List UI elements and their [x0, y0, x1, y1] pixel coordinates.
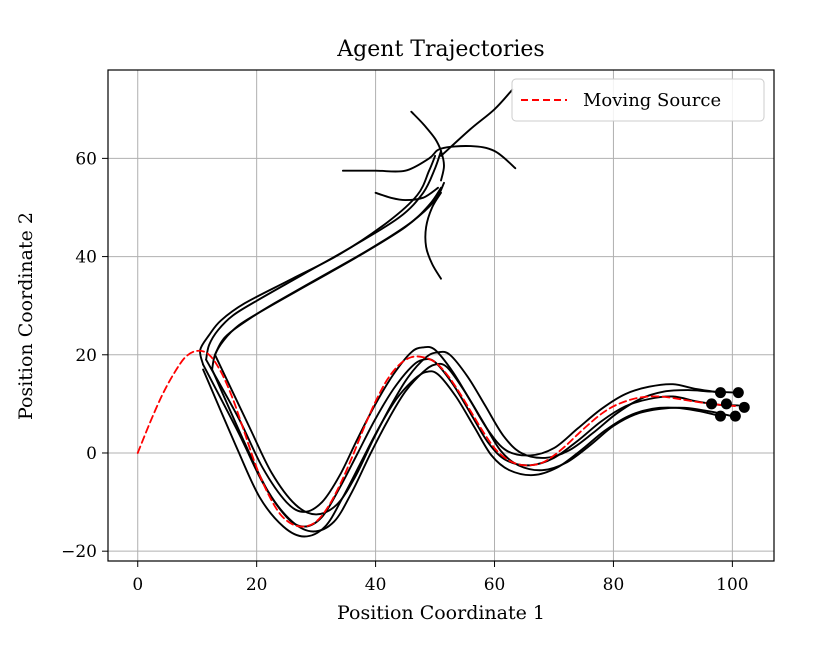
y-tick-label: 40 [75, 248, 97, 268]
agent-endpoint-marker [714, 410, 726, 422]
y-tick-label: 20 [75, 346, 97, 366]
agent-endpoint-marker [706, 398, 718, 410]
agent-endpoint-marker [732, 387, 744, 399]
y-axis-label: Position Coordinate 2 [15, 212, 37, 420]
y-tick-label: 60 [75, 149, 97, 169]
legend-label-moving-source: Moving Source [583, 90, 721, 111]
y-tick-label: 0 [86, 444, 97, 464]
x-tick-label: 0 [132, 575, 143, 595]
legend: Moving Source [511, 78, 765, 122]
agent-endpoint-marker [720, 398, 732, 410]
agent-endpoint-marker [714, 387, 726, 399]
agent-trajectory-line [214, 181, 445, 356]
agent-trajectory-line [410, 110, 445, 182]
agent-endpoint-marker [729, 410, 741, 422]
agent-trajectory-line [341, 145, 517, 173]
x-tick-label: 100 [716, 575, 748, 595]
agent-trajectory-line [199, 154, 437, 366]
x-axis-label: Position Coordinate 1 [337, 602, 545, 624]
x-tick-label: 40 [365, 575, 387, 595]
series-layer [136, 88, 750, 538]
chart-title: Agent Trajectories [336, 37, 544, 62]
x-tick-label: 20 [246, 575, 268, 595]
agent-trajectory-line [374, 186, 439, 202]
x-tick-label: 60 [484, 575, 506, 595]
agent-trajectory-line [205, 150, 442, 361]
legend-box [511, 78, 765, 122]
agent-trajectory-line [211, 362, 734, 533]
agent-trajectory-line [214, 350, 740, 516]
ticks: 0 20 40 60 80 100 −20 0 20 40 60 [61, 149, 748, 595]
agent-trajectory-line [440, 88, 514, 157]
plot-frame [107, 69, 775, 562]
agent-trajectory-line [424, 191, 442, 280]
x-tick-label: 80 [603, 575, 625, 595]
grid [108, 70, 774, 561]
moving-source-line [136, 349, 740, 528]
agent-endpoint-marker [738, 401, 750, 413]
agent-trajectory-line [202, 368, 722, 538]
y-tick-label: −20 [61, 542, 97, 562]
